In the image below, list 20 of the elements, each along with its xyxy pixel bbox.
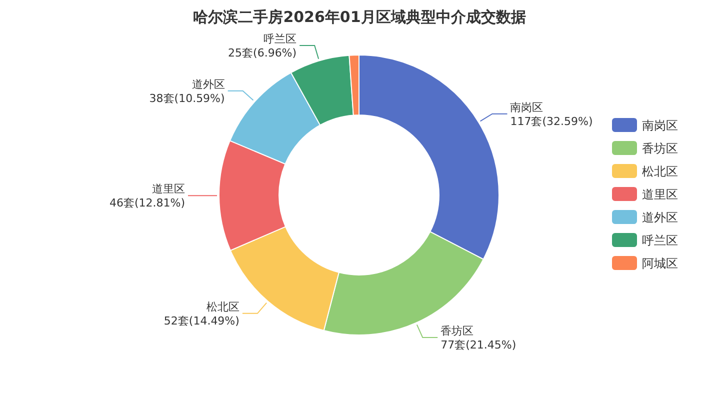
legend-label: 阿城区	[642, 256, 678, 270]
slice-label: 松北区	[206, 300, 240, 314]
data-label: 46套(12.81%)	[109, 196, 185, 210]
chart-title: 哈尔滨二手房2026年01月区域典型中介成交数据	[193, 8, 526, 26]
slice-label: 呼兰区	[264, 32, 297, 46]
legend-label: 呼兰区	[642, 234, 678, 248]
legend-label: 道外区	[642, 210, 678, 224]
slice-label: 南岗区	[510, 100, 544, 114]
legend-label: 松北区	[642, 164, 678, 178]
data-label: 77套(21.45%)	[440, 338, 516, 352]
legend-label: 香坊区	[642, 142, 678, 156]
legend-label: 南岗区	[642, 118, 678, 132]
data-label: 52套(14.49%)	[164, 314, 240, 328]
data-label: 25套(6.96%)	[228, 46, 297, 60]
data-label: 38套(10.59%)	[149, 92, 225, 105]
slice-label: 香坊区	[440, 324, 474, 338]
slice-label: 道外区	[192, 78, 225, 91]
slice-label: 道里区	[152, 182, 185, 196]
legend-label: 道里区	[642, 188, 678, 202]
data-label: 117套(32.59%)	[510, 114, 593, 128]
